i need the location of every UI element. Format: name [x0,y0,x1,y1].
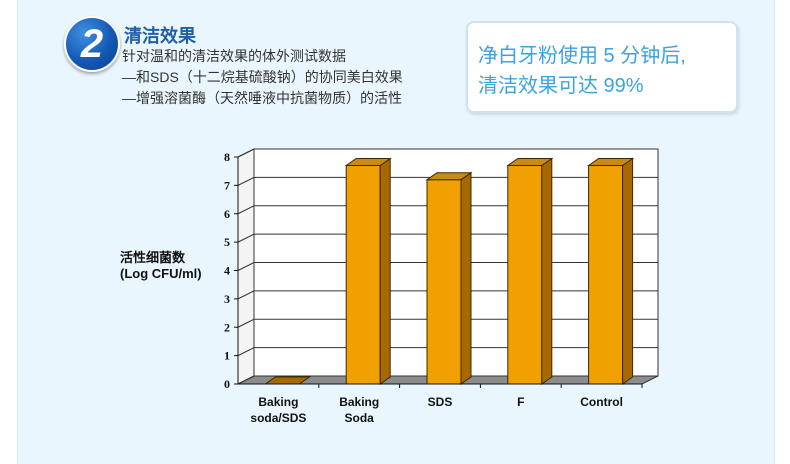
bar-top [425,172,473,181]
description-line-3: —增强溶菌酶（天然唾液中抗菌物质）的活性 [122,90,402,106]
gridline [237,148,658,158]
callout-line-2: 清洁效果可达 99% [478,75,644,97]
bar-top [587,158,635,167]
y-axis-title-line-1: 活性细菌数 [120,250,186,265]
y-axis-title: 活性细菌数 (Log CFU/ml) [120,250,202,282]
y-tick-label: 5 [224,235,230,249]
section-title: 清洁效果 [124,26,196,46]
bar-top [506,158,554,167]
y-tick-label: 2 [224,320,230,334]
y-tick-label: 8 [224,150,230,164]
bar-front [507,165,543,385]
section-number-badge: 2 [64,16,120,72]
x-category-label: Baking [258,395,298,409]
x-category-label: Soda [345,411,375,425]
y-tick-label: 0 [224,377,230,391]
bar-side [379,157,391,385]
bar-front [345,165,381,385]
x-category-label: SDS [428,395,453,409]
bar-top [344,158,392,167]
y-tick-label: 6 [224,207,230,221]
y-tick-label: 3 [224,292,230,306]
bar-side [622,157,634,385]
y-axis-title-line-2: (Log CFU/ml) [120,266,202,281]
y-tick-label: 1 [224,349,230,363]
result-callout: 净白牙粉使用 5 分钟后, 清洁效果可达 99% [466,21,738,113]
description-line-1: 针对温和的清洁效果的体外测试数据 [122,48,346,64]
x-category-label: soda/SDS [250,411,306,425]
x-category-label: Baking [339,395,379,409]
bar-front [426,179,462,385]
description-line-2: —和SDS（十二烷基硫酸钠）的协同美白效果 [122,69,403,85]
x-category-label: F [517,395,524,409]
y-tick-label: 7 [224,178,230,192]
section-description: 针对温和的清洁效果的体外测试数据 —和SDS（十二烷基硫酸钠）的协同美白效果 —… [122,46,403,109]
bar-side [460,171,472,385]
callout-line-1: 净白牙粉使用 5 分钟后, [478,45,686,67]
x-category-label: Control [580,395,623,409]
bar-front [588,165,624,385]
bar-side [541,157,553,385]
y-tick-label: 4 [224,264,230,278]
plot-area: 0 1 2 3 4 5 6 7 8 Baking soda/SDS Baking Soda SDS F Con… [224,148,659,425]
